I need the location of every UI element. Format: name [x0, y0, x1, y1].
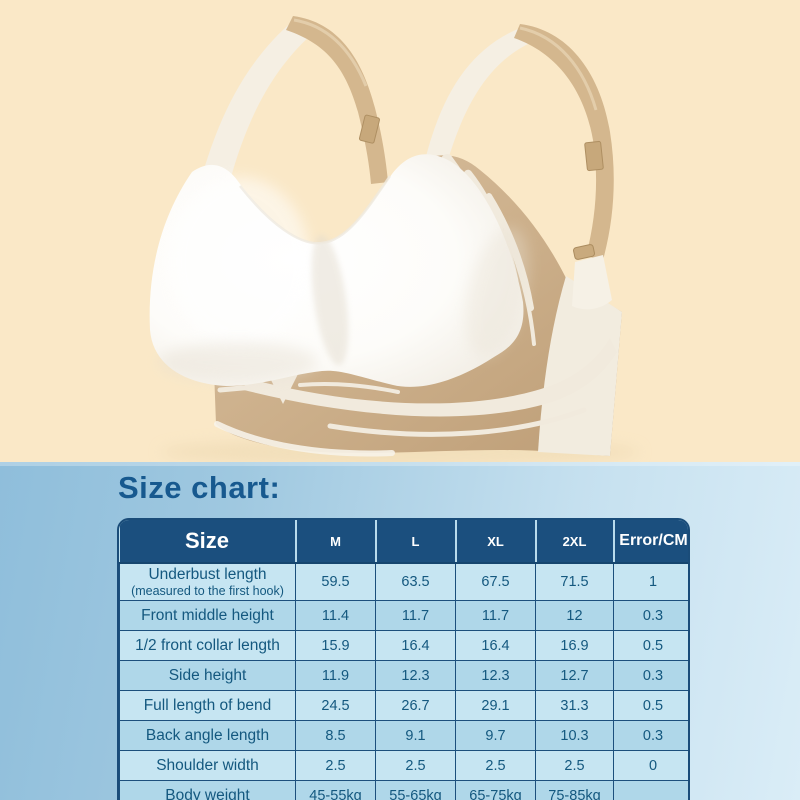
cell-value: 63.5 — [375, 562, 456, 601]
row-label-text: Underbust length — [148, 566, 267, 584]
cell-value: 12.7 — [535, 660, 614, 691]
header-row: Size M L XL 2XL Error/CM — [119, 520, 688, 564]
cell-value: 16.9 — [535, 630, 614, 661]
row-sublabel-text: (measured to the first hook) — [131, 583, 284, 598]
size-chart-title: Size chart: — [118, 470, 281, 505]
cell-value: 31.3 — [535, 690, 614, 721]
column-header-m: M — [294, 520, 376, 564]
table-row: Side height 11.9 12.3 12.3 12.7 0.3 — [119, 660, 688, 691]
cell-value: 15.9 — [295, 630, 376, 661]
row-label: Shoulder width — [119, 750, 296, 781]
cell-value: 12 — [535, 600, 614, 631]
strap-adjuster — [358, 114, 380, 144]
cell-value: 2.5 — [535, 750, 614, 781]
column-header-2xl: 2XL — [534, 520, 614, 564]
row-label: Underbust length (measured to the first h… — [119, 562, 296, 601]
cell-value: 11.7 — [455, 600, 536, 631]
column-header-error-cm: Error/CM — [612, 520, 688, 564]
cell-value: 9.7 — [455, 720, 536, 751]
row-label: Side height — [119, 660, 296, 691]
cell-value: 55-65kg — [375, 780, 456, 800]
cell-value — [613, 780, 688, 800]
cell-value: 0 — [613, 750, 688, 781]
cell-value: 0.5 — [613, 690, 688, 721]
column-header-l: L — [374, 520, 456, 564]
cell-value: 0.3 — [613, 600, 688, 631]
cell-value: 2.5 — [295, 750, 376, 781]
cell-value: 1 — [613, 562, 688, 601]
cell-value: 29.1 — [455, 690, 536, 721]
cell-value: 26.7 — [375, 690, 456, 721]
strap-hook — [572, 244, 612, 310]
column-header-size: Size — [119, 520, 296, 564]
bra-cups — [149, 154, 529, 387]
cell-value: 0.3 — [613, 720, 688, 751]
row-label: 1/2 front collar length — [119, 630, 296, 661]
table-row: Body weight 45-55kg 55-65kg 65-75kg 75-8… — [119, 780, 688, 800]
table-row: Underbust length (measured to the first h… — [119, 562, 688, 601]
cell-value: 10.3 — [535, 720, 614, 751]
cell-value: 16.4 — [455, 630, 536, 661]
table-row: 1/2 front collar length 15.9 16.4 16.4 1… — [119, 630, 688, 661]
table-row: Full length of bend 24.5 26.7 29.1 31.3 … — [119, 690, 688, 721]
table-row: Front middle height 11.4 11.7 11.7 12 0.… — [119, 600, 688, 631]
cell-value: 11.4 — [295, 600, 376, 631]
cell-value: 24.5 — [295, 690, 376, 721]
table-row: Shoulder width 2.5 2.5 2.5 2.5 0 — [119, 750, 688, 781]
cell-value: 2.5 — [375, 750, 456, 781]
cell-value: 8.5 — [295, 720, 376, 751]
cell-value: 45-55kg — [295, 780, 376, 800]
cell-value: 65-75kg — [455, 780, 536, 800]
cell-value: 12.3 — [455, 660, 536, 691]
cell-value: 0.3 — [613, 660, 688, 691]
row-label: Back angle length — [119, 720, 296, 751]
cell-value: 67.5 — [455, 562, 536, 601]
strap-adjuster — [584, 140, 604, 172]
cell-value: 2.5 — [455, 750, 536, 781]
row-label: Body weight — [119, 780, 296, 800]
cell-value: 9.1 — [375, 720, 456, 751]
table-row: Back angle length 8.5 9.1 9.7 10.3 0.3 — [119, 720, 688, 751]
cell-value: 71.5 — [535, 562, 614, 601]
size-chart-section: Size chart: Size M L XL 2XL Error/CM — [0, 462, 800, 800]
row-label: Full length of bend — [119, 690, 296, 721]
cell-value: 59.5 — [295, 562, 376, 601]
product-photo-section — [0, 0, 800, 462]
cell-value: 12.3 — [375, 660, 456, 691]
size-chart-table: Size M L XL 2XL Error/CM Underbust lengt… — [117, 518, 690, 800]
column-header-xl: XL — [454, 520, 536, 564]
row-label: Front middle height — [119, 600, 296, 631]
cell-value: 75-85kg — [535, 780, 614, 800]
cell-value: 11.9 — [295, 660, 376, 691]
cell-value: 11.7 — [375, 600, 456, 631]
bra-photo — [149, 16, 640, 462]
cell-value: 16.4 — [375, 630, 456, 661]
cell-value: 0.5 — [613, 630, 688, 661]
